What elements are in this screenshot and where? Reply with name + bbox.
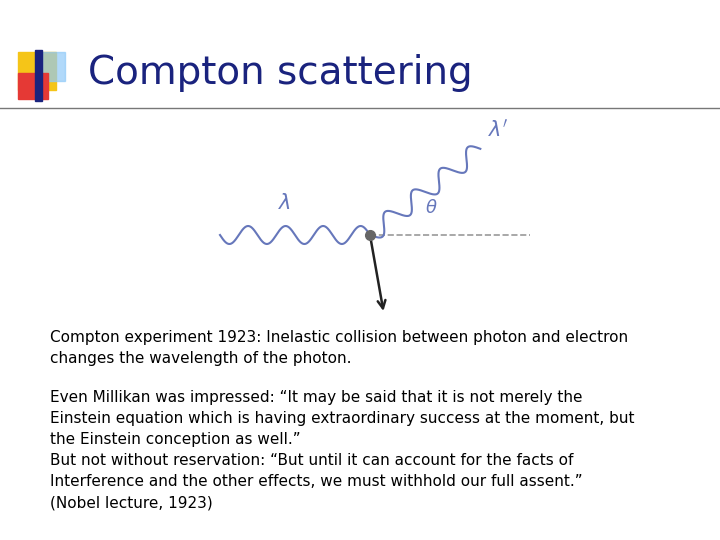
Text: $\lambda$: $\lambda$ (279, 193, 292, 213)
Bar (42, 52, 65, 80)
Text: Even Millikan was impressed: “It may be said that it is not merely the
Einstein : Even Millikan was impressed: “It may be … (50, 390, 634, 510)
Bar (18, 73, 48, 99)
Text: Compton scattering: Compton scattering (88, 54, 472, 92)
Text: $\lambda'$: $\lambda'$ (488, 119, 509, 141)
Text: $\theta$: $\theta$ (425, 199, 438, 217)
Bar (18, 52, 56, 90)
Bar (35, 50, 42, 102)
Text: Compton experiment 1923: Inelastic collision between photon and electron
changes: Compton experiment 1923: Inelastic colli… (50, 330, 628, 366)
